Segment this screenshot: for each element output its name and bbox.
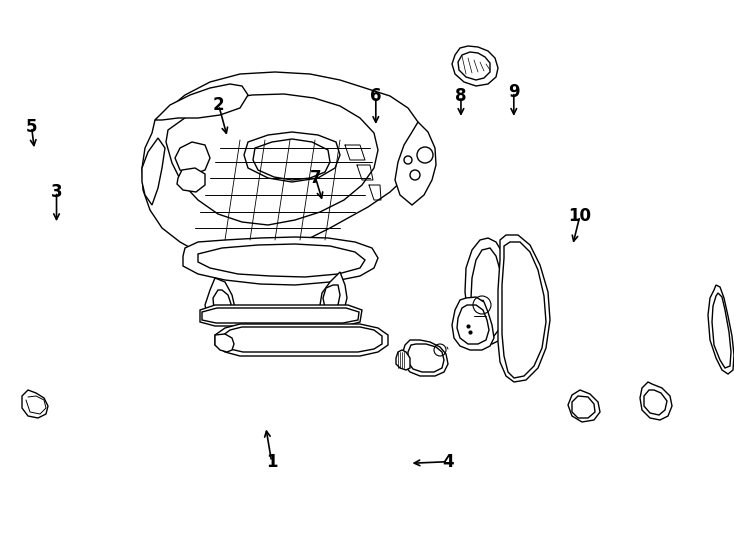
Polygon shape [708,285,734,374]
Polygon shape [183,237,378,285]
Polygon shape [142,138,165,205]
Polygon shape [320,272,347,318]
Polygon shape [458,52,490,80]
Text: 7: 7 [310,169,321,187]
Polygon shape [396,350,410,370]
Polygon shape [175,142,210,175]
Polygon shape [253,139,330,180]
Bar [15,295,105,370]
Polygon shape [198,244,365,277]
Polygon shape [222,327,382,352]
Polygon shape [202,308,359,323]
Polygon shape [568,390,600,422]
Polygon shape [452,297,494,350]
Polygon shape [712,293,731,368]
Polygon shape [11,288,80,354]
Polygon shape [244,132,340,182]
Text: 8: 8 [455,87,467,105]
Polygon shape [408,344,444,372]
Text: 6: 6 [370,87,382,105]
Polygon shape [13,292,82,358]
Polygon shape [14,294,82,358]
Polygon shape [457,305,489,344]
Text: 4: 4 [442,453,454,471]
Text: 1: 1 [266,453,277,471]
Polygon shape [215,334,234,352]
Polygon shape [155,84,248,120]
Polygon shape [16,296,74,344]
Polygon shape [200,305,362,326]
Polygon shape [166,94,378,225]
Polygon shape [205,278,235,324]
Polygon shape [16,296,86,358]
Polygon shape [572,396,595,418]
Polygon shape [28,314,65,342]
Text: 9: 9 [508,83,520,101]
Polygon shape [215,324,388,356]
Polygon shape [471,248,502,338]
Polygon shape [142,72,422,258]
Bar [5,285,120,375]
Polygon shape [24,310,65,350]
Polygon shape [22,390,48,418]
Polygon shape [498,235,550,382]
Polygon shape [323,285,340,310]
Text: 3: 3 [51,183,62,201]
Text: 5: 5 [26,118,37,136]
Polygon shape [640,382,672,420]
Polygon shape [213,290,231,316]
Polygon shape [32,317,62,339]
Polygon shape [11,288,80,354]
Polygon shape [502,242,546,378]
Text: 10: 10 [568,207,592,225]
Text: 2: 2 [213,96,225,114]
Bar [10,288,110,370]
Polygon shape [465,238,508,344]
Polygon shape [402,340,448,376]
Polygon shape [395,122,436,205]
Polygon shape [177,168,205,192]
Polygon shape [644,390,667,415]
Polygon shape [452,46,498,86]
Bar [10,290,110,370]
Polygon shape [22,308,75,358]
